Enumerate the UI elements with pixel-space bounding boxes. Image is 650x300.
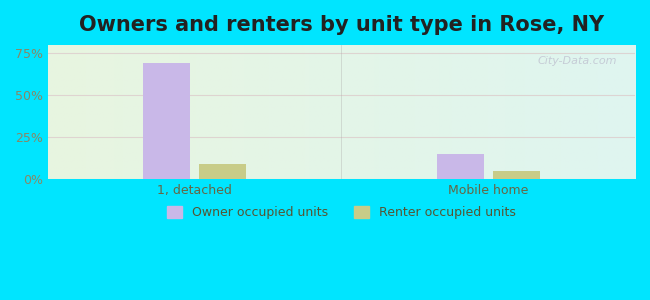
Bar <box>200 164 246 179</box>
Legend: Owner occupied units, Renter occupied units: Owner occupied units, Renter occupied un… <box>162 201 521 224</box>
Text: City-Data.com: City-Data.com <box>538 56 617 66</box>
Title: Owners and renters by unit type in Rose, NY: Owners and renters by unit type in Rose,… <box>79 15 604 35</box>
Bar <box>437 154 484 179</box>
Bar <box>493 171 540 179</box>
Bar <box>143 63 190 179</box>
